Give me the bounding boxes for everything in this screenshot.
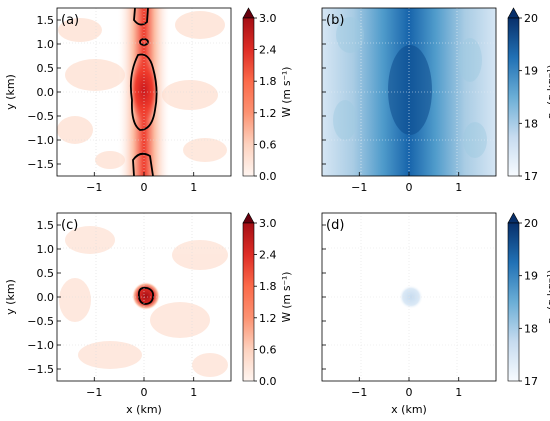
y-tick-label: −0.5	[27, 110, 54, 123]
colorbar-gradient	[242, 222, 255, 382]
colorbar-extend-arrow	[507, 7, 520, 19]
updraft-core-c	[132, 282, 160, 310]
colorbar-tick-label: 0.0	[259, 170, 277, 183]
colorbar-tick-label: 1.2	[259, 312, 277, 325]
colorbar-tick-label: 17	[524, 375, 538, 388]
y-tick-label: 1.5	[37, 14, 55, 27]
colorbar-tick-label: 0.6	[259, 138, 277, 151]
colorbar-tick-label: 17	[524, 170, 538, 183]
colorbar-a: 3.0 2.4 1.8 1.2 0.6 0.0 W (m s⁻¹)	[242, 7, 293, 183]
y-tick-label: −1.5	[27, 363, 54, 376]
colorbar-tick-label: 0.6	[259, 343, 277, 356]
y-ticks-a: 1.5 1.0 0.5 0.0 −0.5 −1.0 −1.5	[27, 14, 61, 171]
colorbar-tick-label: 3.0	[259, 217, 277, 230]
gridlines-d	[322, 213, 496, 381]
colorbar-label: W (m s⁻¹)	[281, 272, 293, 323]
x-tick-label: −1	[351, 181, 367, 194]
x-tick-label: 1	[455, 181, 462, 194]
colorbar-tick-label: 1.8	[259, 75, 277, 88]
x-tick-label: 0	[141, 386, 148, 399]
y-tick-label: 0.5	[37, 62, 55, 75]
y-tick-label: 0.0	[37, 291, 55, 304]
x-tick-label: −1	[86, 181, 102, 194]
colorbar-tick-label: 20	[524, 12, 538, 25]
colorbar-extend-arrow	[242, 7, 255, 19]
colorbar-gradient	[242, 17, 255, 177]
colorbar-d: 20 19 18 17 qᵥ (g kg⁻¹)	[507, 212, 550, 388]
y-tick-label: 1.0	[37, 243, 55, 256]
colorbar-c: 3.0 2.4 1.8 1.2 0.6 0.0 W (m s⁻¹)	[242, 212, 293, 388]
x-ticks-a: −1 0 1	[86, 172, 197, 194]
y-tick-label: −1.0	[27, 134, 54, 147]
y-tick-label: −0.5	[27, 315, 54, 328]
y-tick-label: 1.0	[37, 38, 55, 51]
colorbar-tick-label: 1.8	[259, 280, 277, 293]
moisture-core-d	[399, 285, 423, 309]
y-tick-label: 0.5	[37, 267, 55, 280]
x-ticks-b: −1 0 1	[351, 172, 462, 194]
y-ticks-b	[322, 19, 326, 165]
panel-label-c: (c)	[61, 218, 78, 233]
panel-label-a: (a)	[61, 13, 79, 28]
colorbar-tick-label: 0.0	[259, 375, 277, 388]
colorbar-label: W (m s⁻¹)	[281, 67, 293, 118]
panel-b: (b) −1 0 1 20 19 18 17 qᵥ (g kg⁻¹)	[321, 7, 550, 194]
colorbar-tick-label: 18	[524, 117, 538, 130]
colorbar-tick-label: 3.0	[259, 12, 277, 25]
colorbar-tick-label: 19	[524, 65, 538, 78]
gridlines-c	[57, 213, 231, 381]
x-tick-label: −1	[351, 386, 367, 399]
colorbar-tick-label: 1.2	[259, 107, 277, 120]
y-tick-label: −1.5	[27, 158, 54, 171]
gridlines-a	[57, 8, 231, 176]
x-tick-label: 1	[455, 386, 462, 399]
colorbar-label: qᵥ (g kg⁻¹)	[546, 64, 550, 119]
background-patches-a	[57, 11, 227, 169]
y-tick-label: −1.0	[27, 339, 54, 352]
x-tick-label: 1	[190, 386, 197, 399]
x-ticks-c: −1 0 1	[86, 377, 197, 399]
y-axis-label-c: y (km)	[4, 279, 17, 315]
colorbar-label: qᵥ (g kg⁻¹)	[546, 269, 550, 324]
panel-label-b: (b)	[326, 13, 344, 28]
x-ticks-d: −1 0 1	[351, 377, 462, 399]
y-ticks-c: 1.5 1.0 0.5 0.0 −0.5 −1.0 −1.5	[27, 219, 61, 376]
colorbar-gradient	[507, 222, 520, 382]
panel-label-d: (d)	[326, 218, 344, 233]
colorbar-tick-label: 19	[524, 270, 538, 283]
y-tick-label: 1.5	[37, 219, 55, 232]
y-ticks-d	[322, 224, 326, 370]
colorbar-tick-label: 20	[524, 217, 538, 230]
x-tick-label: 0	[141, 181, 148, 194]
x-tick-label: 0	[406, 386, 413, 399]
colorbar-extend-arrow	[242, 212, 255, 224]
y-axis-label-a: y (km)	[4, 74, 17, 110]
colorbar-extend-arrow	[507, 212, 520, 224]
moisture-core-b	[388, 45, 432, 135]
panel-a: (a) 1.5 1.0 0.5 0.0 −0.5 −1.0 −1.5 −1 0 1 y (km)…	[4, 7, 293, 194]
colorbar-tick-label: 18	[524, 322, 538, 335]
colorbar-tick-label: 2.4	[259, 249, 277, 262]
gridlines-b	[322, 8, 496, 176]
x-axis-label-d: x (km)	[391, 403, 427, 416]
colorbar-tick-label: 2.4	[259, 44, 277, 57]
colorbar-gradient	[507, 17, 520, 177]
x-tick-label: 1	[190, 181, 197, 194]
x-tick-label: −1	[86, 386, 102, 399]
x-tick-label: 0	[406, 181, 413, 194]
y-tick-label: 0.0	[37, 86, 55, 99]
panel-d: (d) −1 0 1 x (km) 20 19 18 17 qᵥ (g kg⁻¹)	[321, 212, 550, 416]
background-patches-c	[59, 226, 228, 377]
panel-c: (c) 1.5 1.0 0.5 0.0 −0.5 −1.0 −1.5 −1 0 1 y (km)…	[4, 212, 293, 416]
colorbar-b: 20 19 18 17 qᵥ (g kg⁻¹)	[507, 7, 550, 183]
x-axis-label-c: x (km)	[126, 403, 162, 416]
